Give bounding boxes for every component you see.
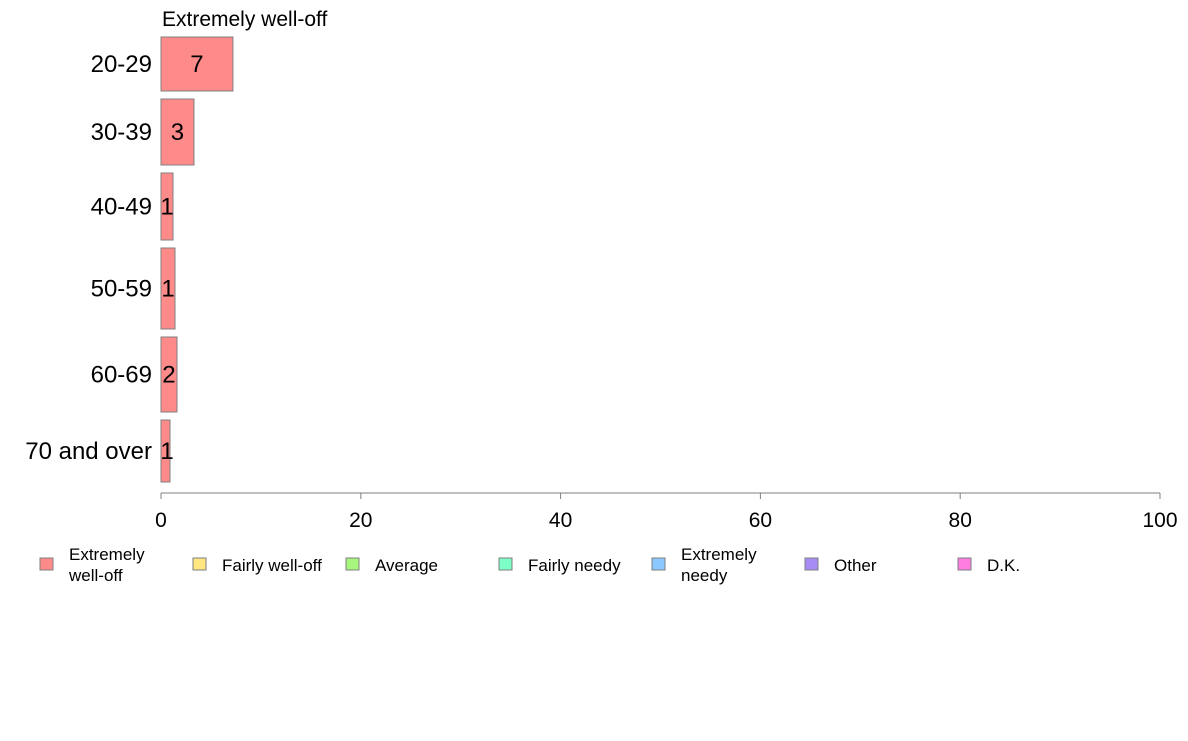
legend-label-line: Extremely xyxy=(69,545,145,564)
legend-swatch xyxy=(39,557,54,571)
data-label: 2 xyxy=(162,362,175,389)
data-label: 1 xyxy=(160,194,173,221)
category-label: 50-59 xyxy=(91,276,152,303)
bar xyxy=(160,419,171,483)
data-label: 3 xyxy=(171,119,184,146)
data-label: 7 xyxy=(190,51,203,78)
data-label: 1 xyxy=(160,438,173,465)
bar xyxy=(160,247,176,330)
category-label: 30-39 xyxy=(91,119,152,146)
bar xyxy=(160,98,195,166)
legend-label: D.K. xyxy=(987,556,1020,575)
legend-swatch xyxy=(804,557,819,571)
legend-swatch xyxy=(957,557,972,571)
legend-swatch xyxy=(345,557,360,571)
legend-label: Extremely well-off xyxy=(68,545,145,585)
x-tick-label: 100 xyxy=(1142,509,1177,532)
x-tick-label: 0 xyxy=(155,509,167,532)
bar xyxy=(160,36,234,92)
legend-label: Other xyxy=(834,556,877,575)
legend-label: Fairly needy xyxy=(528,556,621,575)
data-label: 1 xyxy=(161,276,174,303)
legend-label: Extremely needy xyxy=(681,545,757,585)
legend-swatch xyxy=(192,557,207,571)
bar xyxy=(160,336,178,413)
x-tick-label: 80 xyxy=(949,509,972,532)
x-tick-label: 20 xyxy=(349,509,372,532)
chart-title: Extremely well-off xyxy=(162,8,327,31)
x-tick-label: 40 xyxy=(549,509,572,532)
legend: Extremely well-off Fairly well-off Average F… xyxy=(39,545,1020,585)
legend-swatch xyxy=(651,557,666,571)
legend-label-line: Extremely xyxy=(681,545,757,564)
legend-label: Fairly well-off xyxy=(222,556,322,575)
bar xyxy=(160,172,174,241)
legend-label-line: needy xyxy=(681,566,728,585)
x-axis: 0 20 40 60 80 100 xyxy=(155,492,1178,532)
bars-group: 20-29 7 30-39 3 40-49 1 50-59 1 60-69 2 70 and ove… xyxy=(25,36,234,483)
category-label: 40-49 xyxy=(91,194,152,221)
x-tick-label: 60 xyxy=(749,509,772,532)
category-label: 20-29 xyxy=(91,51,152,78)
category-label: 70 and over xyxy=(25,438,152,465)
legend-swatch xyxy=(498,557,513,571)
legend-label-line: well-off xyxy=(68,566,123,585)
category-label: 60-69 xyxy=(91,362,152,389)
legend-label: Average xyxy=(375,556,438,575)
